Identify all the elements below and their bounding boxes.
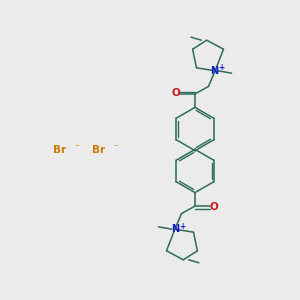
Text: +: + (219, 63, 225, 72)
Text: N: N (210, 66, 219, 76)
Text: Br: Br (53, 145, 67, 155)
Text: Br: Br (92, 145, 106, 155)
Text: +: + (180, 222, 186, 231)
Text: ⁻: ⁻ (74, 143, 79, 154)
Text: O: O (209, 202, 218, 212)
Text: O: O (172, 88, 181, 98)
Text: N: N (171, 224, 180, 234)
Text: ⁻: ⁻ (113, 143, 118, 154)
